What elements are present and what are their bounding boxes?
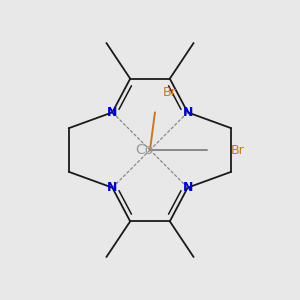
Text: N: N — [107, 181, 118, 194]
Text: Br: Br — [231, 143, 245, 157]
Text: Co: Co — [135, 143, 153, 157]
Text: Br: Br — [163, 86, 177, 99]
Text: N: N — [182, 106, 193, 119]
Text: N: N — [182, 181, 193, 194]
Text: N: N — [107, 106, 118, 119]
